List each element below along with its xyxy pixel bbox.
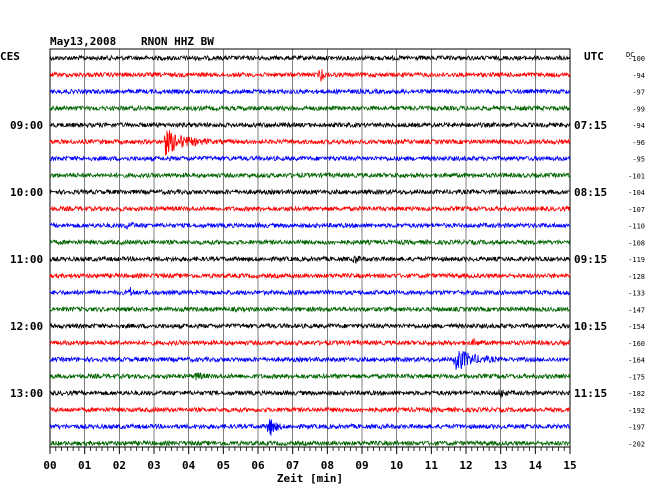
- dc-offset-label: -94: [632, 122, 645, 130]
- dc-offset-label: -192: [628, 407, 645, 415]
- trace-line: [49, 238, 571, 246]
- x-tick-label: 02: [113, 459, 126, 472]
- trace-line: [49, 372, 571, 381]
- x-tick-label: 13: [494, 459, 507, 472]
- dc-offset-label: -104: [628, 189, 645, 197]
- dc-offset-label: -182: [628, 390, 645, 398]
- dc-offset-label: -94: [632, 72, 645, 80]
- dc-offset-label: -175: [628, 373, 645, 381]
- dc-offset-label: -160: [628, 340, 645, 348]
- trace-line: [49, 69, 571, 82]
- x-tick-label: 00: [43, 459, 56, 472]
- x-tick-label: 12: [459, 459, 472, 472]
- dc-offset-label: -108: [628, 239, 645, 247]
- x-tick-label: 08: [321, 459, 334, 472]
- left-time-label: 09:00: [10, 119, 43, 132]
- dc-label: DC: [626, 51, 634, 59]
- dc-offset-label: -99: [632, 105, 645, 113]
- dc-offset-label: -97: [632, 89, 645, 97]
- trace-line: [49, 188, 571, 196]
- trace-line: [49, 272, 571, 280]
- trace-line: [49, 121, 571, 129]
- minute-grid: [84, 49, 536, 447]
- station-label: RNON HHZ BW: [141, 35, 214, 48]
- trace-line: [49, 130, 571, 156]
- x-tick-label: 14: [529, 459, 543, 472]
- dc-offset-label: -154: [628, 323, 645, 331]
- dc-offset-label: -100: [628, 55, 645, 63]
- right-timezone-label: UTC: [584, 50, 604, 63]
- left-time-label: 10:00: [10, 186, 43, 199]
- left-time-label: 13:00: [10, 387, 43, 400]
- trace-line: [49, 419, 571, 436]
- x-tick-label: 15: [563, 459, 576, 472]
- trace-line: [49, 305, 571, 313]
- dc-offset-label: -164: [628, 357, 645, 365]
- left-timezone-label: CES: [0, 50, 20, 63]
- dc-offset-label: -147: [628, 306, 645, 314]
- x-tick-label: 07: [286, 459, 299, 472]
- x-axis-label: Zeit [min]: [277, 472, 343, 485]
- x-tick-label: 04: [182, 459, 196, 472]
- dc-offset-label: -119: [628, 256, 645, 264]
- x-tick-label: 09: [355, 459, 368, 472]
- x-axis: 00 01 02 03 04 05 06 07 08 09 10 11 12 13 14 15: [43, 447, 577, 472]
- left-time-label: 12:00: [10, 320, 43, 333]
- trace-line: [49, 205, 571, 213]
- dc-offset-label: -101: [628, 172, 645, 180]
- trace-line: [49, 406, 571, 414]
- right-time-label: 11:15: [574, 387, 607, 400]
- right-time-label: 10:15: [574, 320, 607, 333]
- x-tick-label: 11: [425, 459, 439, 472]
- dc-offset-label: -96: [632, 139, 645, 147]
- trace-line: [49, 350, 571, 370]
- x-tick-label: 01: [78, 459, 92, 472]
- trace-line: [49, 154, 571, 163]
- dc-offset-label: -95: [632, 156, 645, 164]
- x-tick-label: 06: [251, 459, 265, 472]
- x-tick-label: 05: [217, 459, 230, 472]
- trace-line: [49, 338, 571, 347]
- trace-line: [49, 221, 571, 230]
- dc-offset-label: -197: [628, 424, 645, 432]
- dc-offset-label: -107: [628, 206, 645, 214]
- x-tick-label: 03: [147, 459, 160, 472]
- trace-line: [49, 286, 571, 297]
- trace-line: [49, 255, 571, 264]
- trace-line: [49, 171, 571, 179]
- trace-group: [49, 54, 571, 447]
- right-time-label: 08:15: [574, 186, 607, 199]
- x-tick-label: 10: [390, 459, 403, 472]
- trace-line: [49, 54, 571, 62]
- right-time-label: 09:15: [574, 253, 607, 266]
- left-time-label: 11:00: [10, 253, 43, 266]
- dc-offset-label: -202: [628, 440, 645, 448]
- right-time-label: 07:15: [574, 119, 607, 132]
- time-label-group: 09:00 10:00 11:00 12:00 13:00 07:15 08:15 09:15…: [10, 55, 645, 448]
- trace-line: [49, 439, 571, 447]
- trace-line: [49, 322, 571, 330]
- trace-line: [49, 87, 570, 96]
- trace-line: [49, 389, 571, 399]
- dc-offset-label: -128: [628, 273, 645, 281]
- trace-line: [49, 104, 571, 112]
- dc-offset-label: -110: [628, 223, 645, 231]
- dc-offset-label: -133: [628, 290, 645, 298]
- date-label: May13,2008: [50, 35, 116, 48]
